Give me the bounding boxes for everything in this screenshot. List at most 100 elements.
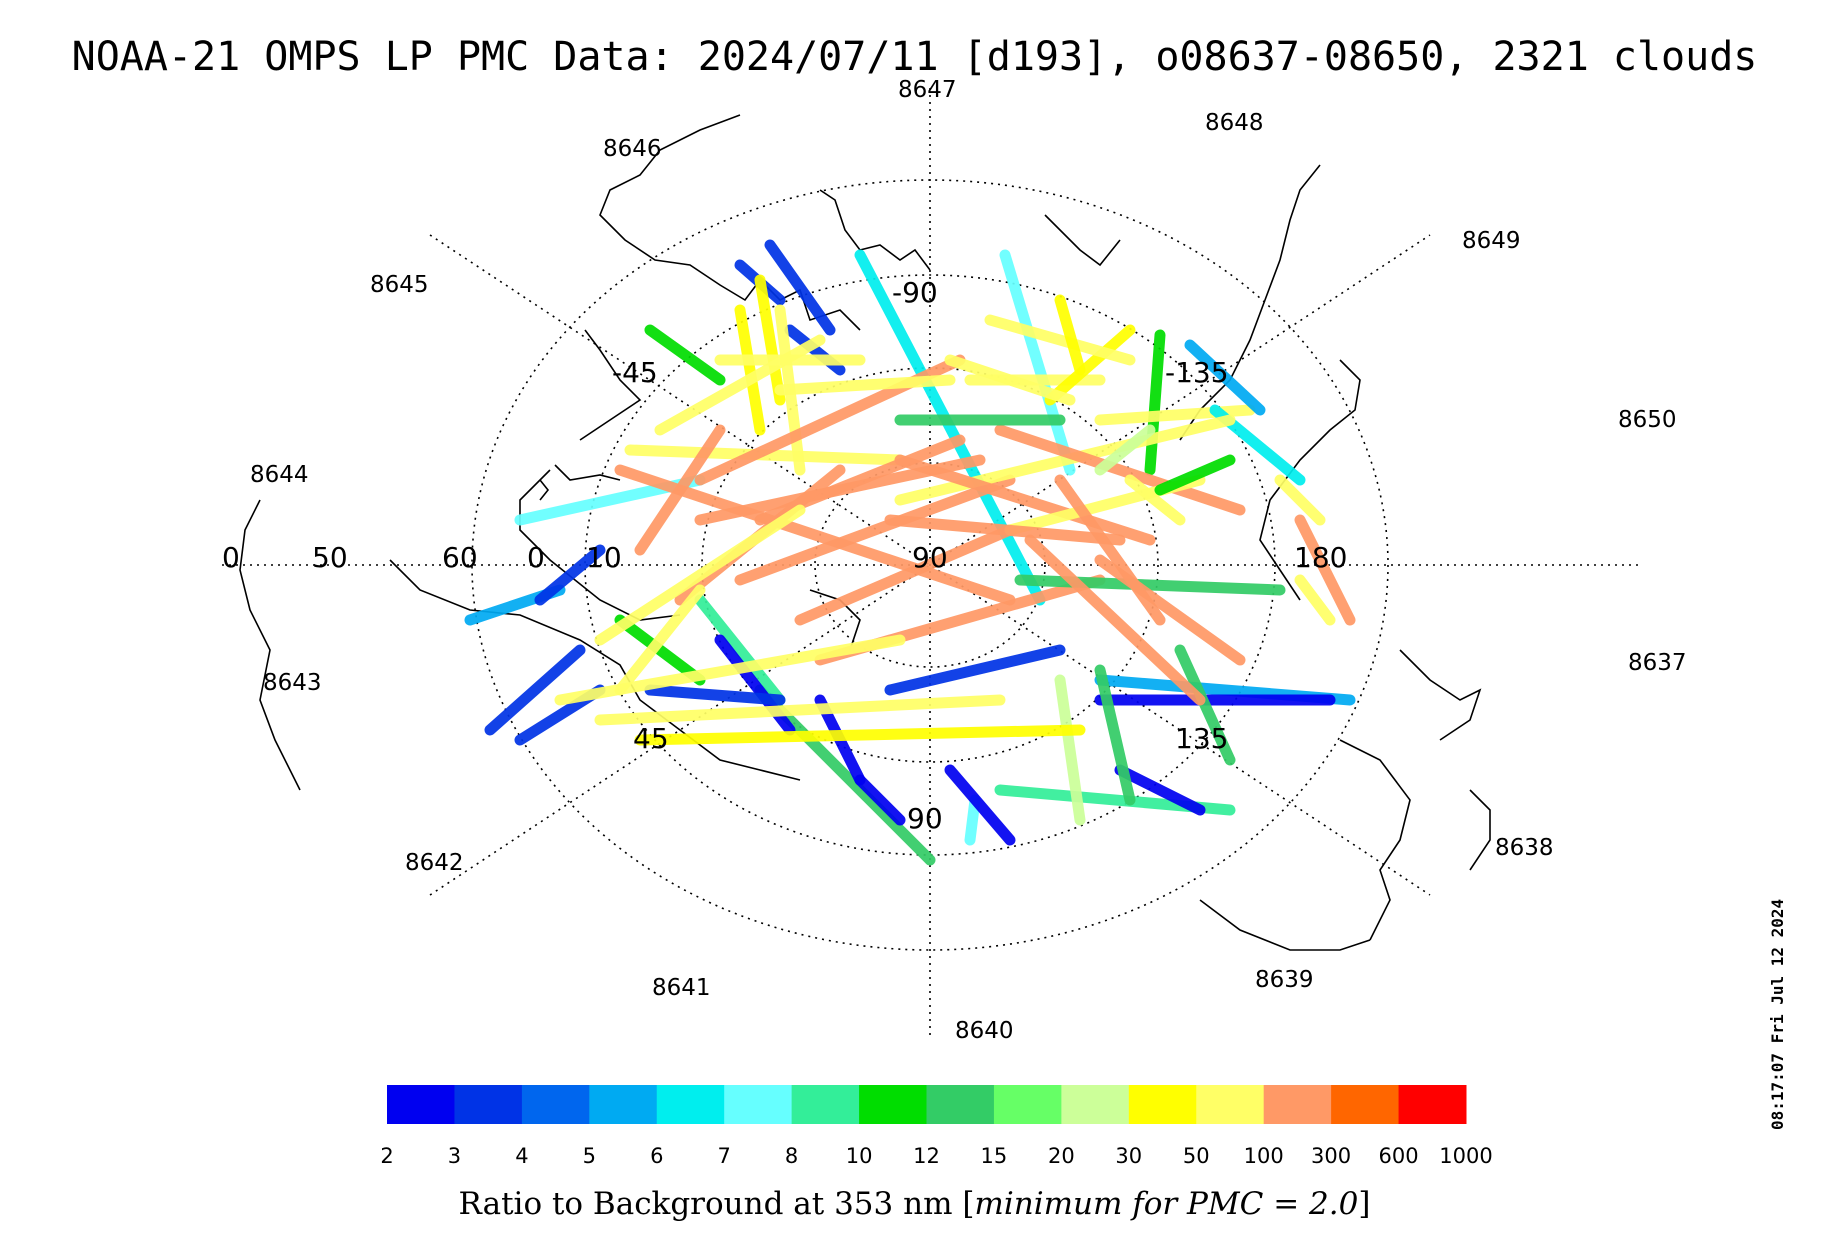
coastline [1339,739,1411,941]
orbit-label-8647: 8647 [898,77,957,103]
pmc-track [794,524,1016,626]
pmc-track [964,794,981,846]
colorbar-tick-labels: 2 3 4 5 6 7 8 10 12 15 20 30 50 100 300 600 1000 [380,1144,1492,1168]
grid-label-right: 180 [1294,541,1347,574]
colorbar-swatch [791,1085,860,1124]
colorbar-swatch [1061,1085,1130,1124]
grid-label-left-10: 10 [586,541,622,574]
colorbar-swatch [926,1085,995,1124]
colorbar-swatch [724,1085,793,1124]
coastline [239,499,301,791]
pmc-track [1094,664,1136,806]
colorbar-tick-label: 12 [913,1144,940,1168]
colorbar-swatch [1128,1085,1197,1124]
pmc-track [734,304,766,436]
pmc-track [534,544,606,606]
coastline [1399,649,1482,741]
chart-title: NOAA-21 OMPS LP PMC Data: 2024/07/11 [d1… [71,34,1758,80]
colorbar-tick-label: 8 [785,1144,798,1168]
pmc-track [999,249,1076,476]
pmc-track [1114,764,1206,816]
colorbar-swatches [387,1085,1467,1124]
pmc-track [1054,674,1086,826]
coastline [579,329,642,441]
pmc-track [694,594,786,706]
coastline [1469,789,1491,871]
coastline [1259,359,1361,601]
pmc-track [854,249,1046,606]
grid-label-left-50: 50 [312,541,348,574]
colorbar-swatch [1398,1085,1467,1124]
caption-italic: minimum for PMC = 2.0 [974,1186,1359,1222]
colorbar-tick-label: 300 [1311,1144,1351,1168]
pmc-track [1014,574,1286,596]
pmc-track [1054,294,1086,376]
coastline [1044,214,1121,267]
pmc-track [1044,324,1136,406]
colorbar-swatch [993,1085,1062,1124]
orbit-label-8642: 8642 [405,850,464,876]
orbit-label-8639: 8639 [1255,967,1314,993]
grid-label-right-top: -135 [1165,356,1229,389]
pmc-track [944,354,1076,406]
pmc-track [884,514,1126,546]
colorbar-tick-label: 2 [380,1144,393,1168]
grid-label-bottom-left: 45 [633,722,669,755]
pmc-track [594,694,1006,726]
colorbar-tick-label: 7 [718,1144,731,1168]
colorbar-tick-label: 5 [583,1144,596,1168]
colorbar-swatch [859,1085,927,1124]
grid-label-top: -90 [892,276,938,309]
colorbar-swatch [656,1085,725,1124]
pmc-track [994,424,1246,516]
pmc-track [644,684,786,706]
orbit-label-8650: 8650 [1618,407,1677,433]
pmc-track [1094,554,1246,666]
coastline [1199,899,1371,951]
pmc-track [754,274,786,406]
pmc-track [644,324,726,386]
colorbar-tick-label: 1000 [1439,1144,1492,1168]
pmc-track [634,424,726,556]
grid-label-left-0b: 0 [527,541,545,574]
pmc-track [1184,339,1266,416]
orbit-label-8649: 8649 [1462,228,1521,254]
colorbar-swatch [454,1085,523,1124]
pmc-track [894,414,1236,506]
latitude-circle [814,462,1046,668]
colorbar-swatch [387,1085,455,1124]
orbit-label-8645: 8645 [370,272,429,298]
coastline [1179,164,1321,441]
colorbar-tick-label: 4 [515,1144,528,1168]
pmc-track [1094,424,1156,476]
coastline [809,589,861,651]
pmc-track [754,684,936,866]
pmc-track [614,614,706,686]
colorbar-swatch [1331,1085,1400,1124]
grid-label-center: 90 [912,541,948,574]
grid-label-bottom: 90 [907,802,943,835]
orbit-label-8648: 8648 [1205,110,1264,136]
grid-label-left-60: 60 [442,541,478,574]
colorbar-tick-label: 6 [650,1144,663,1168]
colorbar-swatch [1196,1085,1265,1124]
colorbar-tick-label: 10 [846,1144,873,1168]
pmc-track [734,474,1016,586]
pmc-track [774,374,956,396]
pmc-track [944,764,1016,846]
pmc-track [1144,329,1166,476]
pmc-track [594,504,806,646]
colorbar-tick-label: 600 [1379,1144,1419,1168]
map-labels: 90 -90 -135 -45 45 135 90 180 0 50 60 0 … [222,77,1687,1044]
coastline [554,464,621,481]
coastline [819,189,931,271]
grid-label-bottom-right: 135 [1175,722,1228,755]
pmc-orbit-tracks [464,239,1356,866]
pmc-track [764,239,836,336]
colorbar-caption: Ratio to Background at 353 nm [minimum f… [0,1186,1829,1222]
colorbar-swatch [589,1085,658,1124]
pmc-track [1174,644,1236,766]
orbit-label-8643: 8643 [263,670,322,696]
caption-prefix: Ratio to Background at 353 nm [ [458,1186,975,1222]
